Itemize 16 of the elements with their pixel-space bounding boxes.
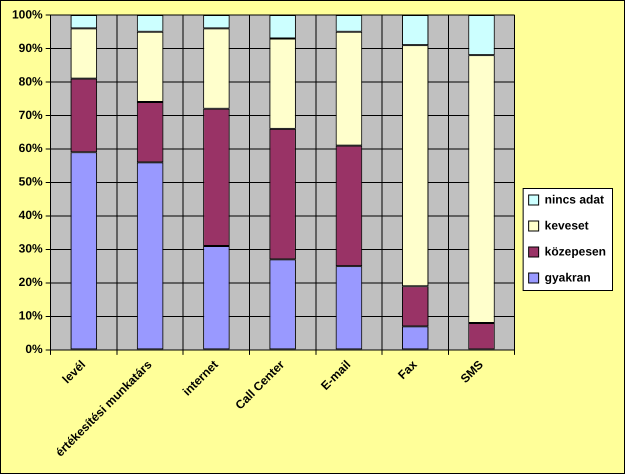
- y-tick-label: 10%: [18, 308, 44, 323]
- y-tick-label: 50%: [18, 174, 44, 189]
- y-tick-label: 20%: [18, 275, 44, 290]
- y-tick-label: 100%: [12, 7, 44, 22]
- legend-label: gyakran: [544, 270, 591, 284]
- legend-label: keveset: [544, 218, 589, 232]
- legend-label: közepesen: [544, 244, 606, 258]
- y-tick-label: 70%: [18, 108, 44, 122]
- y-tick-label: 30%: [18, 242, 44, 256]
- y-tick-label: 0%: [25, 342, 44, 356]
- y-tick-label: 40%: [18, 208, 44, 222]
- y-tick-label: 60%: [18, 141, 44, 156]
- y-tick-label: 90%: [18, 40, 44, 55]
- legend-label: nincs adat: [544, 192, 604, 206]
- x-tick-label: Fax: [395, 357, 420, 382]
- y-tick-label: 80%: [18, 74, 44, 88]
